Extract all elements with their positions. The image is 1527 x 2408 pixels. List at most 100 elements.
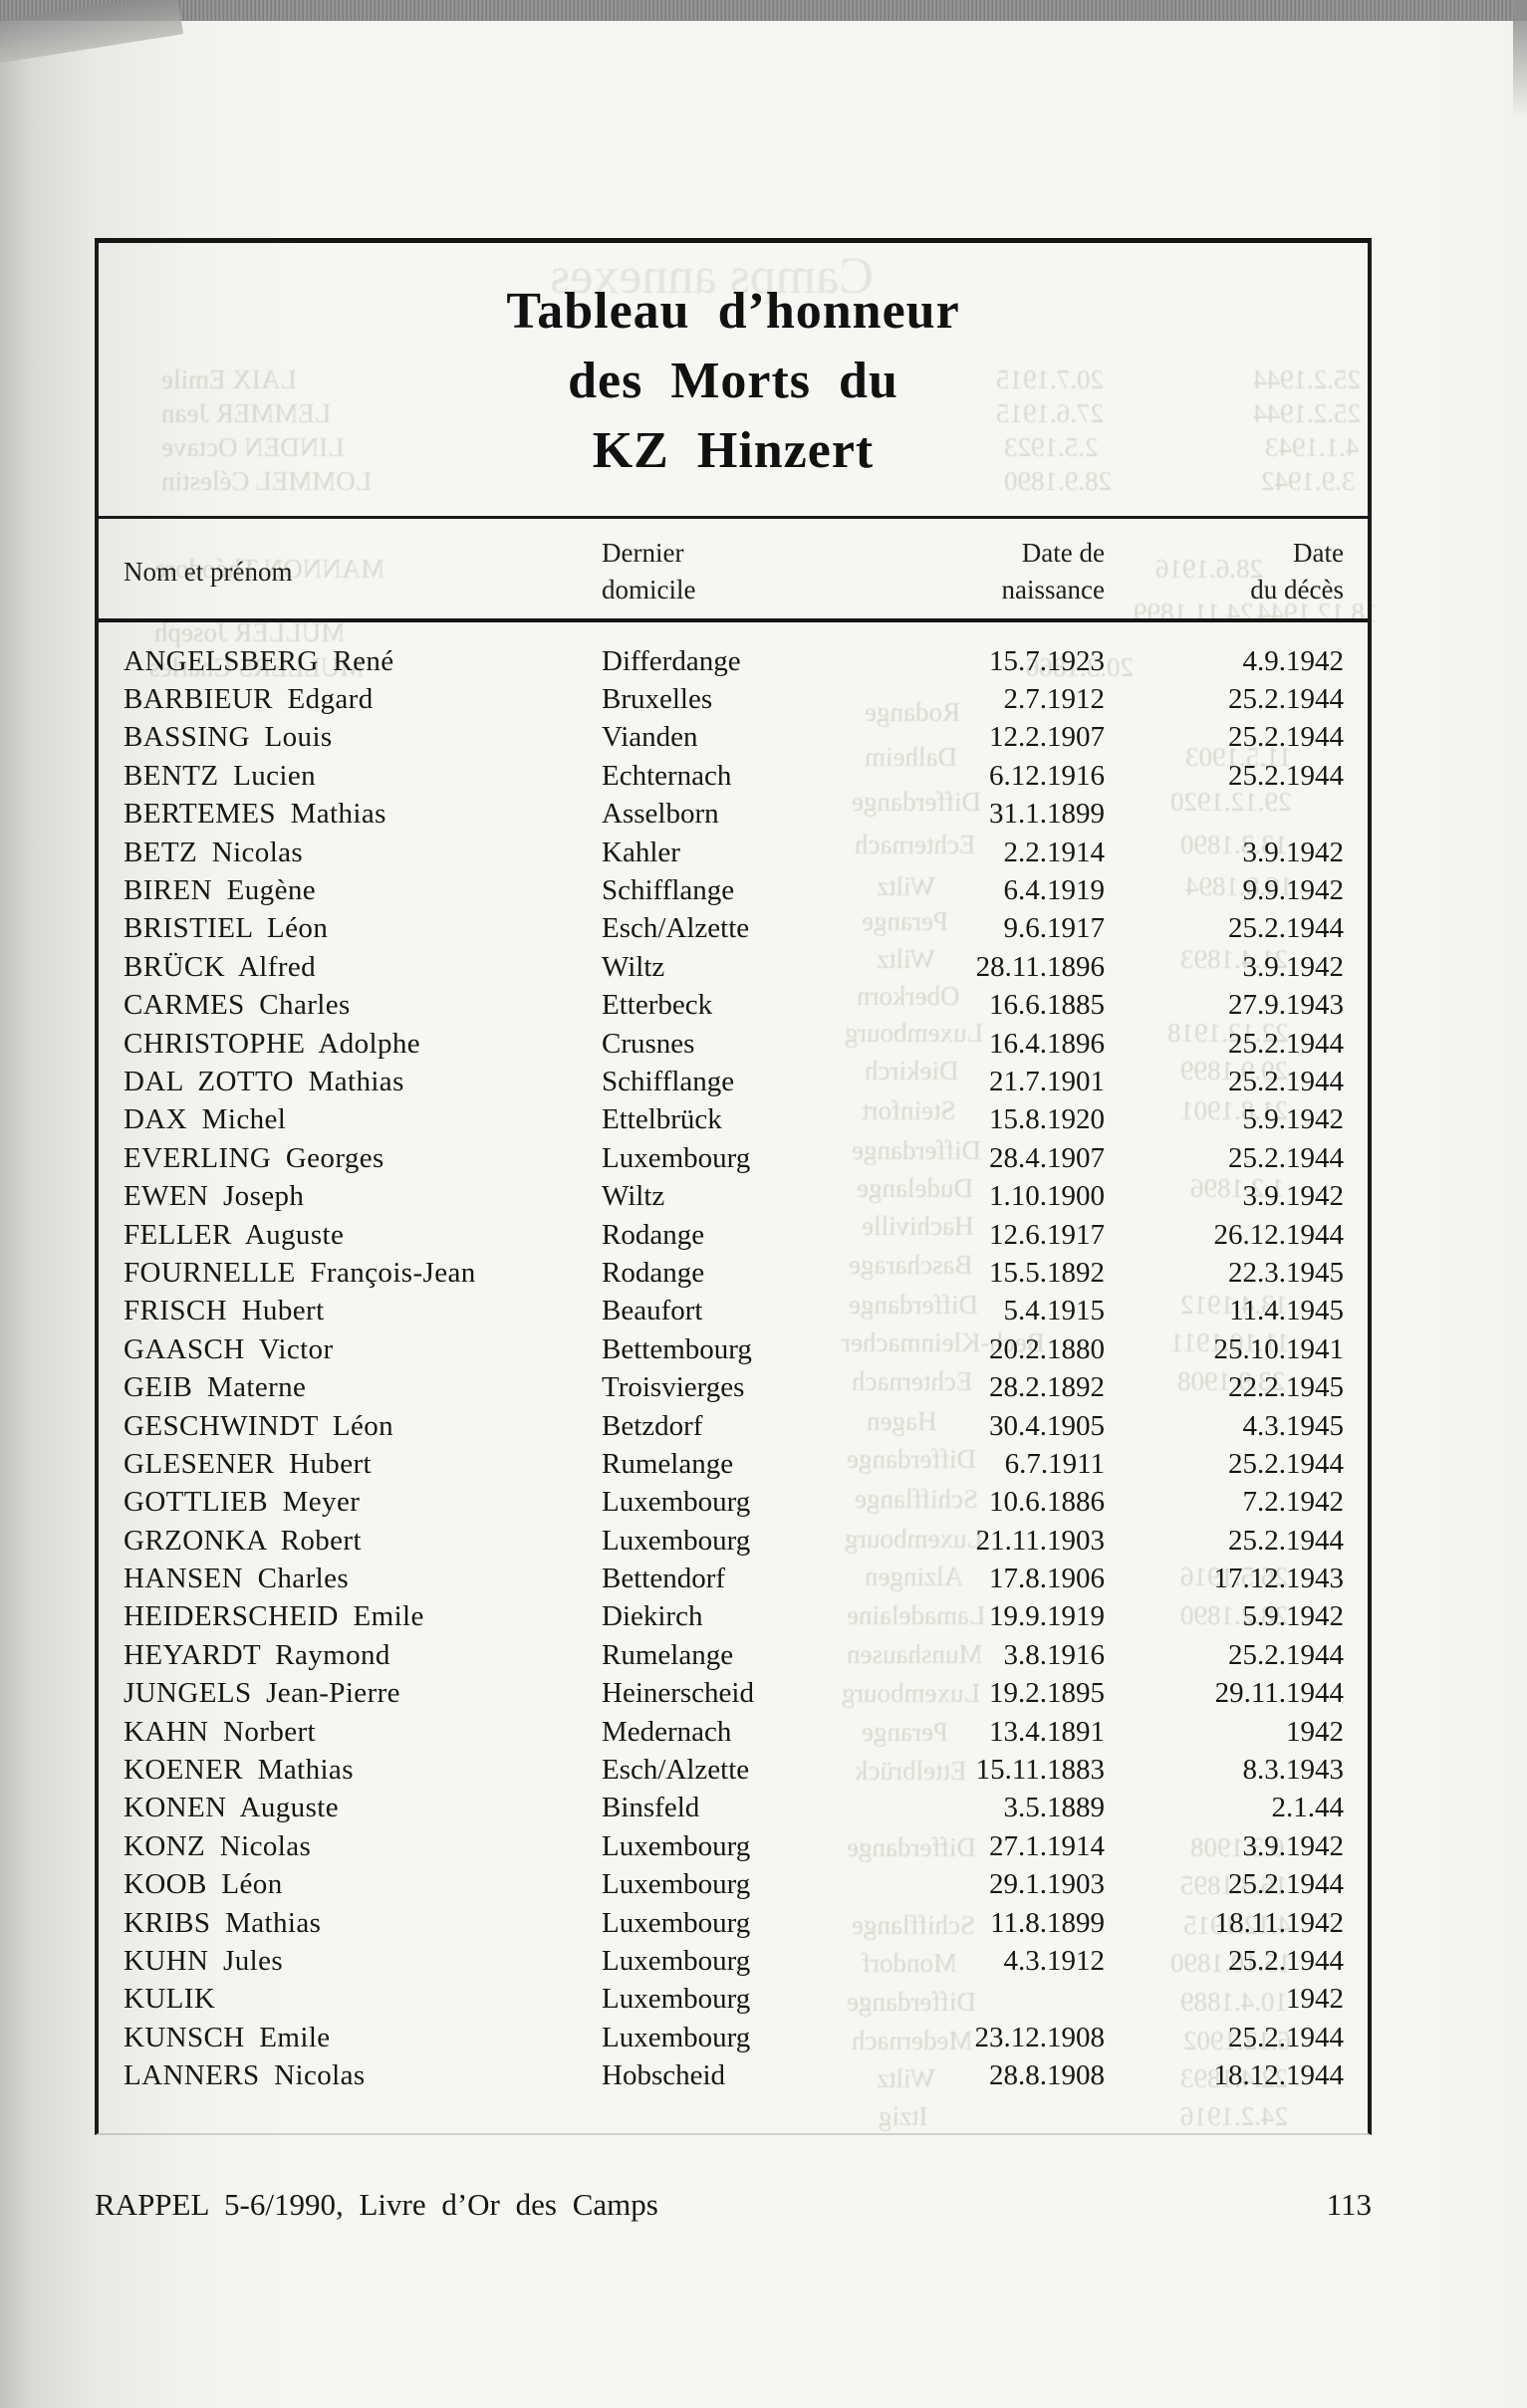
domicile-cell: Kahler [602, 836, 680, 868]
birth-date-cell: 21.11.1903 [975, 1524, 1105, 1557]
death-date-cell: 18.12.1944 [1213, 2059, 1345, 2092]
domicile-cell: Esch/Alzette [602, 912, 750, 945]
name-cell: KOOB Léon [124, 1868, 283, 1901]
title-line-1: Tableau d’honneur [506, 283, 960, 340]
table-row: FOURNELLE François-Jean Rodange 15.5.1892 2… [99, 1254, 1368, 1292]
table-row: BIREN Eugène Schifflange 6.4.1919 9.9.1942 [99, 871, 1368, 909]
birth-date-cell: 9.6.1917 [1003, 912, 1106, 945]
death-date-cell: 27.9.1943 [1228, 989, 1344, 1022]
name-cell: BARBIEUR Edgard [124, 683, 374, 716]
domicile-cell: Crusnes [602, 1027, 695, 1060]
header-bottom-rule [99, 618, 1368, 622]
name-cell: BERTEMES Mathias [124, 798, 386, 831]
table-row: BRISTIEL Léon Esch/Alzette 9.6.1917 25.2.19… [99, 910, 1368, 948]
birth-date-cell: 3.8.1916 [1003, 1638, 1106, 1671]
table-row: GRZONKA Robert Luxembourg 21.11.1903 25.2.1… [99, 1522, 1368, 1560]
domicile-cell: Diekirch [602, 1600, 703, 1633]
domicile-cell: Troisvierges [602, 1371, 745, 1404]
birth-date-cell: 20.2.1880 [989, 1332, 1105, 1365]
honor-table: Tableau d’honneur des Morts du KZ Hinzer… [95, 238, 1372, 2135]
birth-date-cell: 19.9.1919 [989, 1600, 1105, 1633]
table-row: KAHN Norbert Medernach 13.4.1891 1942 [99, 1713, 1368, 1751]
table-row: GLESENER Hubert Rumelange 6.7.1911 25.2.194… [99, 1445, 1368, 1483]
name-cell: JUNGELS Jean-Pierre [124, 1677, 400, 1710]
name-cell: CARMES Charles [124, 989, 351, 1022]
domicile-cell: Luxembourg [602, 1906, 751, 1939]
death-date-cell: 5.9.1942 [1242, 1600, 1345, 1633]
column-header-domicile-line2: domicile [602, 575, 696, 604]
birth-date-cell: 2.7.1912 [1003, 683, 1106, 716]
death-date-cell: 25.2.1944 [1228, 1027, 1344, 1060]
death-date-cell: 25.2.1944 [1228, 721, 1344, 754]
domicile-cell: Echternach [602, 759, 732, 792]
death-date-cell: 17.12.1943 [1213, 1563, 1345, 1595]
domicile-cell: Ettelbrück [602, 1103, 722, 1136]
header-top-rule [99, 516, 1368, 519]
table-row: HEYARDT Raymond Rumelange 3.8.1916 25.2.194… [99, 1636, 1368, 1674]
table-row: BERTEMES Mathias Asselborn 31.1.1899 [99, 796, 1368, 834]
name-cell: KONZ Nicolas [124, 1829, 312, 1862]
domicile-cell: Schifflange [602, 874, 735, 907]
death-date-cell: 3.9.1942 [1242, 950, 1345, 983]
name-cell: BETZ Nicolas [124, 836, 304, 868]
name-cell: KUHN Jules [124, 1944, 284, 1977]
table-row: LANNERS Nicolas Hobscheid 28.8.1908 18.12.1… [99, 2056, 1368, 2094]
table-row: GESCHWINDT Léon Betzdorf 30.4.1905 4.3.1945 [99, 1407, 1368, 1445]
column-header-name: Nom et prénom [124, 556, 293, 587]
name-cell: GAASCH Victor [124, 1332, 334, 1365]
birth-date-cell: 15.5.1892 [989, 1256, 1105, 1289]
table-header-row: Nom et prénom Dernier domicile Date de n… [99, 519, 1368, 618]
name-cell: KOENER Mathias [124, 1754, 354, 1787]
name-cell: HEYARDT Raymond [124, 1638, 390, 1671]
birth-date-cell: 4.3.1912 [1003, 1944, 1106, 1977]
name-cell: EVERLING Georges [124, 1141, 384, 1174]
birth-date-cell: 29.1.1903 [989, 1868, 1105, 1901]
domicile-cell: Bettembourg [602, 1332, 752, 1365]
page-number: 113 [1326, 2187, 1372, 2222]
death-date-cell: 25.2.1944 [1228, 1065, 1344, 1097]
birth-date-cell: 28.8.1908 [989, 2059, 1105, 2092]
birth-date-cell: 15.11.1883 [975, 1754, 1105, 1787]
domicile-cell: Asselborn [602, 798, 719, 831]
domicile-cell: Beaufort [602, 1295, 703, 1327]
birth-date-cell: 12.2.1907 [989, 721, 1105, 754]
domicile-cell: Luxembourg [602, 1868, 751, 1901]
table-row: CARMES Charles Etterbeck 16.6.1885 27.9.194… [99, 987, 1368, 1025]
death-date-cell: 25.2.1944 [1228, 1638, 1344, 1671]
death-date-cell: 25.2.1944 [1228, 912, 1344, 945]
death-date-cell: 2.1.44 [1271, 1792, 1345, 1824]
title-line-2: des Morts du [568, 353, 898, 409]
birth-date-cell: 10.6.1886 [989, 1486, 1105, 1519]
death-date-cell: 1942 [1286, 1715, 1344, 1748]
table-row: DAL ZOTTO Mathias Schifflange 21.7.1901 25.… [99, 1063, 1368, 1100]
birth-date-cell: 15.7.1923 [989, 644, 1105, 677]
name-cell: LANNERS Nicolas [124, 2059, 366, 2092]
death-date-cell: 25.2.1944 [1228, 1141, 1344, 1174]
name-cell: FRISCH Hubert [124, 1295, 325, 1327]
death-date-cell: 22.3.1945 [1228, 1256, 1344, 1289]
table-row: BASSING Louis Vianden 12.2.1907 25.2.1944 [99, 719, 1368, 757]
domicile-cell: Differdange [602, 644, 741, 677]
name-cell: BRÜCK Alfred [124, 950, 317, 983]
domicile-cell: Luxembourg [602, 1829, 751, 1862]
domicile-cell: Rumelange [602, 1447, 734, 1480]
death-date-cell: 18.11.1942 [1214, 1906, 1344, 1939]
birth-date-cell: 27.1.1914 [989, 1829, 1105, 1862]
name-cell: KRIBS Mathias [124, 1906, 322, 1939]
death-date-cell: 4.9.1942 [1242, 644, 1345, 677]
birth-date-cell: 28.11.1896 [975, 950, 1105, 983]
domicile-cell: Rodange [602, 1256, 705, 1289]
death-date-cell: 7.2.1942 [1242, 1486, 1345, 1519]
death-date-cell: 22.2.1945 [1228, 1371, 1344, 1404]
name-cell: KULIK [124, 1983, 216, 2016]
name-cell: KAHN Norbert [124, 1715, 317, 1748]
name-cell: CHRISTOPHE Adolphe [124, 1027, 421, 1060]
page-footer: RAPPEL 5-6/1990, Livre d’Or des Camps 11… [95, 2187, 1372, 2223]
death-date-cell: 25.2.1944 [1228, 1944, 1344, 1977]
table-row: DAX Michel Ettelbrück 15.8.1920 5.9.1942 [99, 1101, 1368, 1139]
death-date-cell: 25.2.1944 [1228, 1447, 1344, 1480]
table-row: KOOB Léon Luxembourg 29.1.1903 25.2.1944 [99, 1866, 1368, 1904]
domicile-cell: Etterbeck [602, 989, 713, 1022]
name-cell: BRISTIEL Léon [124, 912, 329, 945]
column-header-birth-line1: Date de [1021, 538, 1105, 568]
